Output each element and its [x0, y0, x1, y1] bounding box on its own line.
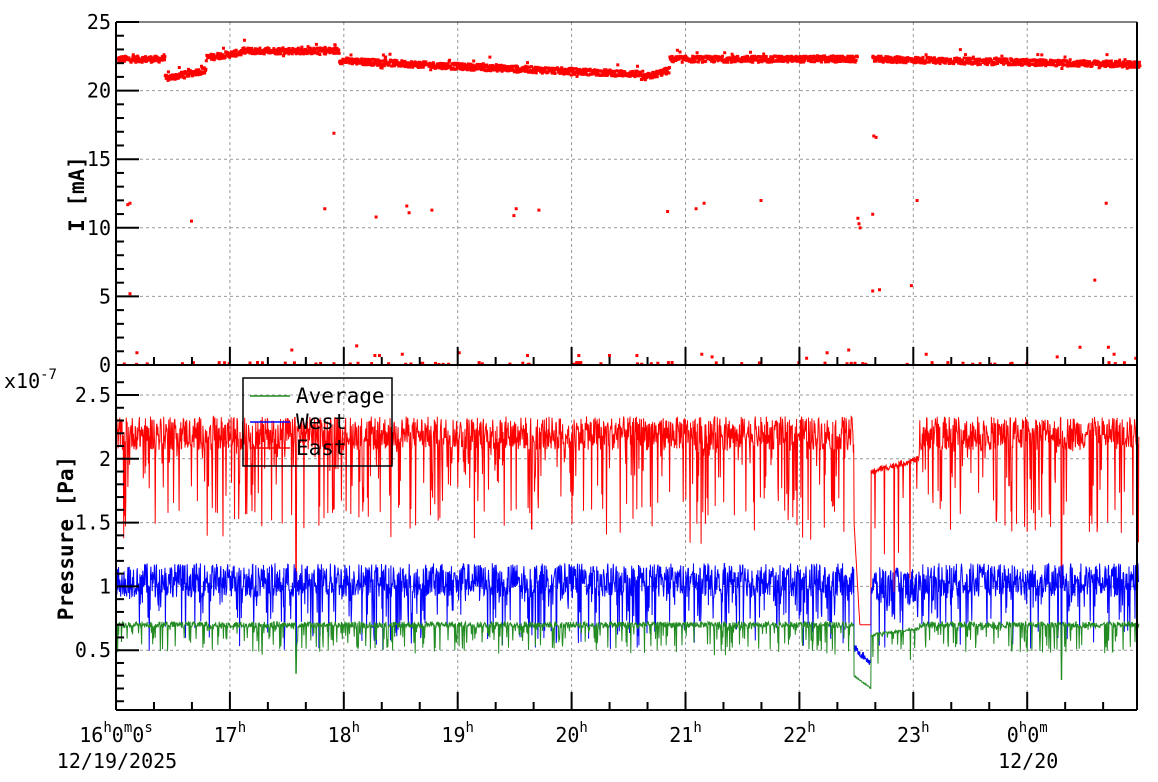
top-y-tick-labels: 0 5 10 15 20 25 [87, 10, 111, 377]
series-east [115, 415, 1140, 626]
series-average [115, 619, 1140, 690]
x-tick: 20h [555, 720, 588, 747]
axis-ticks [116, 21, 1105, 710]
top-y-axis-title: I [mA] [65, 156, 89, 232]
top-y-tick: 0 [99, 353, 111, 377]
bottom-y-tick: 2 [99, 447, 111, 471]
legend-label-average: Average [296, 384, 385, 408]
bottom-y-tick: 1 [99, 574, 111, 598]
legend: Average West East [242, 377, 393, 467]
top-y-tick: 10 [87, 216, 111, 240]
bottom-y-tick-labels: 0.5 1 1.5 2 2.5 [75, 383, 111, 662]
legend-label-west: West [296, 410, 347, 434]
current-scatter-series [116, 38, 1142, 366]
x-tick: 17h [214, 720, 247, 747]
series-west [115, 562, 1140, 665]
legend-box [242, 377, 393, 467]
legend-label-east: East [296, 436, 347, 460]
x-tick: 18h [328, 720, 361, 747]
pressure-line-series [115, 415, 1140, 690]
x-tick: 21h [669, 720, 702, 747]
bottom-y-tick: 0.5 [75, 638, 111, 662]
top-y-tick: 20 [87, 79, 111, 103]
top-y-tick: 5 [99, 284, 111, 308]
x-tick: 16h0m0s [79, 720, 153, 747]
x-tick: 23h [897, 720, 930, 747]
x-date-label: 12/20 [998, 749, 1058, 773]
y-multiplier: x10-7 [4, 367, 57, 393]
x-tick: 0h0m [1007, 720, 1048, 747]
top-y-tick: 25 [87, 10, 111, 34]
bottom-y-tick: 1.5 [75, 511, 111, 535]
top-y-tick: 15 [87, 147, 111, 171]
bottom-y-tick: 2.5 [75, 383, 111, 407]
bottom-panel-grid [116, 366, 1137, 710]
x-tick: 22h [783, 720, 816, 747]
x-tick: 19h [441, 720, 474, 747]
axes-frame [115, 21, 1138, 711]
bottom-y-axis-title: Pressure [Pa] [54, 456, 78, 620]
x-date-label: 12/19/2025 [57, 749, 177, 773]
